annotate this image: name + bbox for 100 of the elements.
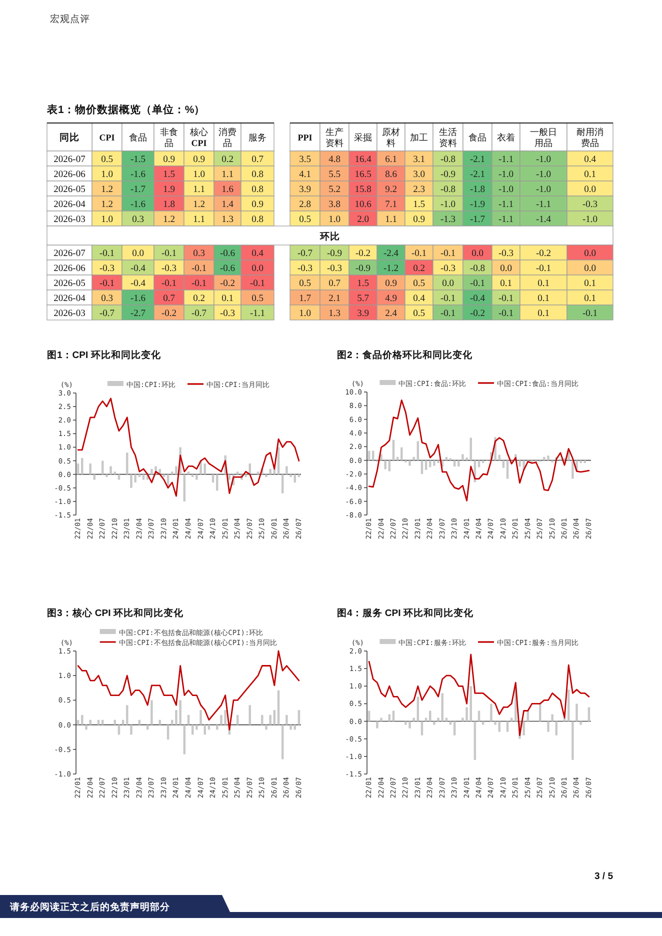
data-label: -0.1 [161,278,177,289]
chart-title: 环比 [319,230,340,242]
data-label: -2.4 [383,248,399,259]
data-label: -0.1 [440,294,456,304]
data-label: 0.0 [442,278,454,289]
data-label: -0.1 [582,308,598,319]
data-label: 3.5 [299,154,312,165]
data-label: 1.9 [163,184,176,195]
data-label: 2.4 [385,308,398,319]
data-label: -0.3 [161,264,177,274]
data-label: 2.3 [413,184,426,195]
data-label: -0.1 [99,278,115,289]
data-label: -1.1 [498,200,514,210]
data-label: 1.3 [222,214,234,225]
data-label: 5.7 [357,294,370,304]
data-label: 0.5 [299,278,312,289]
data-label: -0.4 [130,264,146,274]
data-label: 0.9 [385,278,398,289]
data-label: -0.1 [498,294,514,304]
data-label: -0.2 [161,308,177,319]
chart-title: 图1：CPI 环比和同比变化 [47,349,162,361]
chart-title: 图4：服务 CPI 环比和同比变化 [337,607,474,619]
x-tick-label: 食品 [129,132,147,142]
data-label: -0.1 [250,278,266,289]
x-tick-label: 生产资料 [326,126,344,148]
data-label: -1.9 [470,200,486,210]
x-tick-label: 核心CPI [189,126,208,148]
data-label: -0.1 [470,278,486,289]
data-label: -0.1 [191,278,207,289]
chart-title: 表1：物价数据概览（单位：%） [46,103,206,116]
data-label: -1.0 [582,214,598,225]
data-label: 0.1 [584,278,596,289]
data-label: 1.5 [413,200,426,210]
data-label: 0.2 [193,294,206,304]
data-label: -0.1 [191,264,207,274]
data-label: 1.0 [193,170,206,180]
x-tick-label: 衣着 [497,132,515,142]
data-label: 1.1 [385,214,398,225]
y-tick-label: 2026-06 [54,264,86,274]
data-label: -0.1 [440,248,456,259]
data-label: -1.6 [130,200,146,210]
data-label: 1.0 [101,170,114,180]
data-label: 1.2 [101,200,114,210]
x-tick-label: 消费品 [218,126,236,148]
data-label: 2.0 [357,214,370,225]
data-label: -0.2 [220,278,236,289]
data-label: 6.1 [385,154,398,165]
data-label: -1.0 [536,170,552,180]
data-label: 0.8 [252,184,264,195]
data-label: 1.0 [101,214,114,225]
data-label: 1.1 [222,170,234,180]
x-tick-label: PPI [298,132,313,142]
data-label: 1.2 [101,184,114,195]
data-label: -0.1 [440,308,456,319]
data-label: 5.5 [328,170,341,180]
data-label: 0.1 [222,294,234,304]
data-label: 1.1 [193,184,206,195]
data-label: -1.1 [250,308,266,319]
y-tick-label: 2026-03 [54,308,86,319]
data-label: 0.9 [193,154,206,165]
y-tick-label: 2026-05 [54,184,86,195]
data-label: 0.2 [222,154,234,165]
data-label: 0.0 [584,264,596,274]
x-tick-label: 一般日用品 [530,126,557,148]
data-label: 0.0 [472,248,484,259]
y-axis-title: 同比 [60,131,80,144]
data-label: -1.1 [498,154,514,165]
data-label: 0.9 [252,200,264,210]
data-label: -0.3 [99,264,115,274]
data-label: 1.5 [163,170,176,180]
data-label: -1.2 [383,264,399,274]
data-label: -1.8 [470,184,486,195]
data-label: 0.1 [500,278,512,289]
data-label: 0.1 [538,278,550,289]
data-label: 0.9 [163,154,176,165]
data-label: 0.0 [584,184,596,195]
data-label: 3.0 [413,170,426,180]
data-label: 0.5 [101,154,114,165]
x-tick-label: CPI [99,132,116,142]
data-label: -1.7 [130,184,146,195]
data-label: -2.7 [130,308,146,319]
data-label: -0.9 [440,170,456,180]
data-label: 3.8 [328,200,341,210]
data-label: 0.5 [413,308,426,319]
data-label: -1.7 [470,214,486,225]
data-label: -0.1 [498,308,514,319]
data-label: -1.0 [536,184,552,195]
y-tick-label: 2026-07 [54,248,86,259]
data-label: -0.2 [355,248,371,259]
y-tick-label: 2026-04 [54,200,86,210]
data-label: 0.7 [252,154,264,165]
chart-title: 图3：核心 CPI 环比和同比变化 [47,607,184,619]
x-tick-label: 原材料 [382,126,400,148]
data-label: -0.6 [220,248,236,259]
data-label: -0.4 [470,294,486,304]
data-label: -1.1 [536,200,552,210]
data-label: -1.4 [536,214,552,225]
data-label: 0.5 [252,294,264,304]
data-label: -0.1 [411,248,427,259]
data-label: 0.0 [252,264,264,274]
